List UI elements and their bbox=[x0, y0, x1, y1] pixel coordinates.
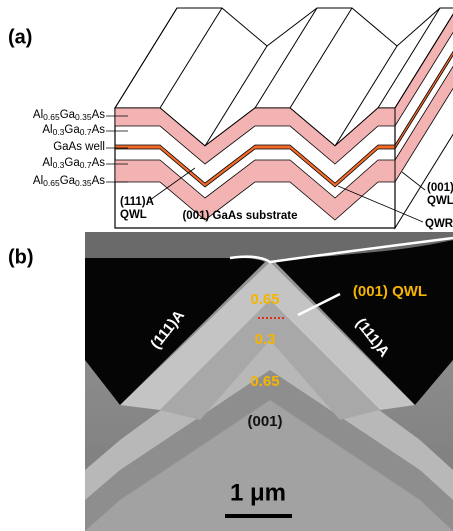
facet-label: QWL bbox=[120, 209, 147, 221]
layer-label: GaAs well bbox=[53, 141, 105, 153]
layer-label: Al0.65Ga0.35As bbox=[33, 175, 105, 188]
panel-b: (b) 0.65 (001) QWL 0.3 0.65 (001) (111)A… bbox=[8, 232, 453, 531]
scale-label: 1 μm bbox=[230, 479, 286, 506]
qwl-label: (001) bbox=[427, 182, 453, 194]
layer-label: Al0.65Ga0.35As bbox=[33, 109, 105, 122]
label-part: Al bbox=[33, 175, 43, 187]
facet-label: (111)A bbox=[120, 196, 154, 208]
label-part: Ga bbox=[60, 175, 76, 187]
label-part: Al bbox=[42, 124, 52, 136]
composition: 0.65 bbox=[250, 291, 279, 308]
label-part: 0.65 bbox=[43, 112, 60, 122]
pointer bbox=[402, 172, 425, 190]
figure: (a)Al0.65Ga0.35AsAl0.3Ga0.7AsGaAs wellAl… bbox=[0, 0, 453, 531]
composition: 0.65 bbox=[250, 373, 279, 390]
label-part: 0.35 bbox=[75, 112, 92, 122]
label-part: Ga bbox=[64, 157, 80, 169]
label-part: As bbox=[92, 124, 106, 136]
panel-label: (a) bbox=[8, 26, 32, 48]
label-part: Al bbox=[42, 157, 52, 169]
qwl-label: QWL bbox=[427, 195, 453, 207]
label-part: 0.7 bbox=[80, 127, 92, 137]
label-part: Al bbox=[33, 109, 43, 121]
qwl-label: (001) QWL bbox=[353, 283, 427, 300]
composition: 0.3 bbox=[255, 331, 276, 348]
label-part: GaAs well bbox=[53, 141, 105, 153]
label-part: As bbox=[92, 175, 106, 187]
layer-label: Al0.3Ga0.7As bbox=[42, 157, 105, 170]
layer-label: Al0.3Ga0.7As bbox=[42, 124, 105, 137]
label-part: 0.65 bbox=[43, 178, 60, 188]
label-part: 0.3 bbox=[53, 127, 65, 137]
label-part: As bbox=[92, 157, 106, 169]
label-part: 0.35 bbox=[75, 178, 92, 188]
substrate-label: (001) GaAs substrate bbox=[182, 210, 297, 222]
label-part: Ga bbox=[60, 109, 76, 121]
facet-label: (001) bbox=[247, 413, 282, 430]
panel-label: (b) bbox=[8, 246, 34, 268]
label-part: As bbox=[92, 109, 106, 121]
label-part: 0.7 bbox=[80, 160, 92, 170]
label-part: 0.3 bbox=[53, 160, 65, 170]
label-part: Ga bbox=[64, 124, 80, 136]
qwr-label: QWR bbox=[425, 218, 453, 230]
